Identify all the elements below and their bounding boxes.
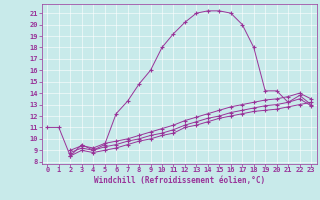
X-axis label: Windchill (Refroidissement éolien,°C): Windchill (Refroidissement éolien,°C) — [94, 176, 265, 185]
